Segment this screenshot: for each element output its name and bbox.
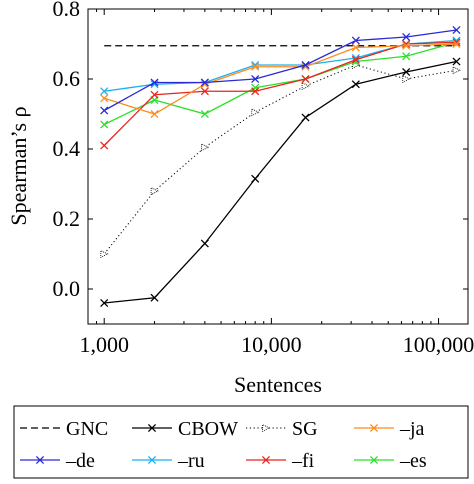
y-axis-ticks: 0.0 0.2 0.4 0.6 0.8 bbox=[53, 0, 468, 301]
data-point-ru bbox=[100, 87, 109, 96]
data-point-fi bbox=[301, 74, 310, 84]
data-point-sg bbox=[301, 81, 310, 91]
series-line-de bbox=[103, 29, 457, 112]
data-point-ja bbox=[351, 43, 360, 52]
legend: GNC CBOW SG –ja –de –ru –fi –es bbox=[20, 418, 427, 472]
data-point-es bbox=[402, 52, 411, 61]
data-point-ja bbox=[251, 62, 260, 71]
legend-label: –fi bbox=[291, 450, 315, 472]
data-point-cbow bbox=[452, 57, 461, 66]
data-point-cbow bbox=[200, 239, 209, 248]
data-point-ja bbox=[100, 94, 109, 103]
x-tick-label: 100,000 bbox=[403, 332, 474, 357]
legend-label: –de bbox=[65, 450, 95, 472]
series-line-sg bbox=[103, 64, 457, 255]
data-point-cbow bbox=[251, 174, 260, 183]
x-axis-label: Sentences bbox=[234, 372, 322, 397]
data-point-sg bbox=[402, 74, 411, 84]
legend-marker bbox=[35, 455, 45, 465]
legend-marker bbox=[147, 423, 157, 433]
data-point-fi bbox=[100, 141, 109, 150]
series-de bbox=[100, 25, 461, 115]
y-tick-label: 0.6 bbox=[53, 66, 81, 91]
series-layer bbox=[100, 25, 461, 308]
data-point-de bbox=[452, 25, 461, 35]
series-sg bbox=[100, 60, 461, 259]
data-point-fi bbox=[351, 55, 360, 64]
legend-label: –ru bbox=[177, 450, 205, 472]
legend-label: CBOW bbox=[178, 418, 238, 440]
x-tick-label: 1,000 bbox=[79, 332, 129, 357]
y-tick-label: 0.8 bbox=[53, 0, 81, 21]
data-point-fi bbox=[150, 90, 159, 99]
legend-marker bbox=[147, 455, 157, 465]
y-tick-label: 0.0 bbox=[53, 276, 81, 301]
data-point-cbow bbox=[100, 298, 109, 308]
y-axis-label: Spearman’s ρ bbox=[6, 106, 31, 225]
data-point-de bbox=[402, 32, 411, 42]
data-point-de bbox=[251, 74, 260, 84]
legend-item-cbow: CBOW bbox=[132, 418, 238, 440]
data-point-sg bbox=[251, 108, 260, 117]
data-point-de bbox=[351, 36, 360, 45]
legend-item-sg: SG bbox=[246, 418, 318, 440]
data-point-ja bbox=[402, 41, 411, 50]
data-point-cbow bbox=[402, 67, 411, 77]
data-point-ja bbox=[452, 39, 461, 49]
data-point-sg bbox=[452, 66, 461, 75]
data-point-ja bbox=[150, 109, 159, 119]
data-point-sg bbox=[150, 186, 159, 196]
legend-label: SG bbox=[292, 418, 318, 440]
data-point-de bbox=[301, 60, 310, 70]
legend-item-es: –es bbox=[354, 450, 427, 472]
y-tick-label: 0.4 bbox=[53, 136, 81, 161]
data-point-cbow bbox=[150, 293, 159, 302]
x-tick-label: 10,000 bbox=[241, 332, 302, 357]
data-point-sg bbox=[201, 143, 210, 152]
legend-label: GNC bbox=[66, 418, 108, 440]
data-point-de bbox=[100, 106, 109, 115]
series-line-cbow bbox=[104, 60, 457, 304]
legend-marker bbox=[369, 423, 379, 433]
data-point-sg bbox=[100, 249, 109, 259]
legend-label: –ja bbox=[399, 418, 425, 440]
data-point-es bbox=[200, 109, 209, 119]
legend-box bbox=[13, 405, 469, 479]
series-line-es bbox=[103, 41, 457, 126]
legend-marker bbox=[262, 423, 271, 433]
legend-item-ja: –ja bbox=[354, 418, 425, 440]
x-axis-ticks: 1,000 10,000 100,000 bbox=[79, 9, 474, 357]
y-tick-label: 0.2 bbox=[53, 206, 81, 231]
data-point-cbow bbox=[301, 113, 310, 122]
legend-item-gnc: GNC bbox=[20, 418, 108, 440]
legend-label: –es bbox=[399, 450, 427, 472]
series-cbow bbox=[100, 57, 461, 308]
plot-area-frame bbox=[87, 8, 469, 325]
data-point-cbow bbox=[351, 80, 360, 89]
data-point-fi bbox=[200, 87, 209, 96]
legend-item-ru: –ru bbox=[132, 450, 205, 472]
data-point-es bbox=[100, 120, 109, 129]
legend-item-fi: –fi bbox=[246, 450, 315, 472]
legend-marker bbox=[261, 455, 271, 465]
data-point-de bbox=[200, 78, 209, 87]
series-fi bbox=[100, 38, 461, 150]
series-line-ja bbox=[104, 43, 457, 115]
series-ja bbox=[100, 39, 461, 119]
legend-item-de: –de bbox=[20, 450, 95, 472]
series-line-fi bbox=[103, 41, 457, 146]
data-point-fi bbox=[251, 87, 260, 96]
legend-marker bbox=[369, 455, 379, 465]
data-point-de bbox=[150, 78, 159, 87]
